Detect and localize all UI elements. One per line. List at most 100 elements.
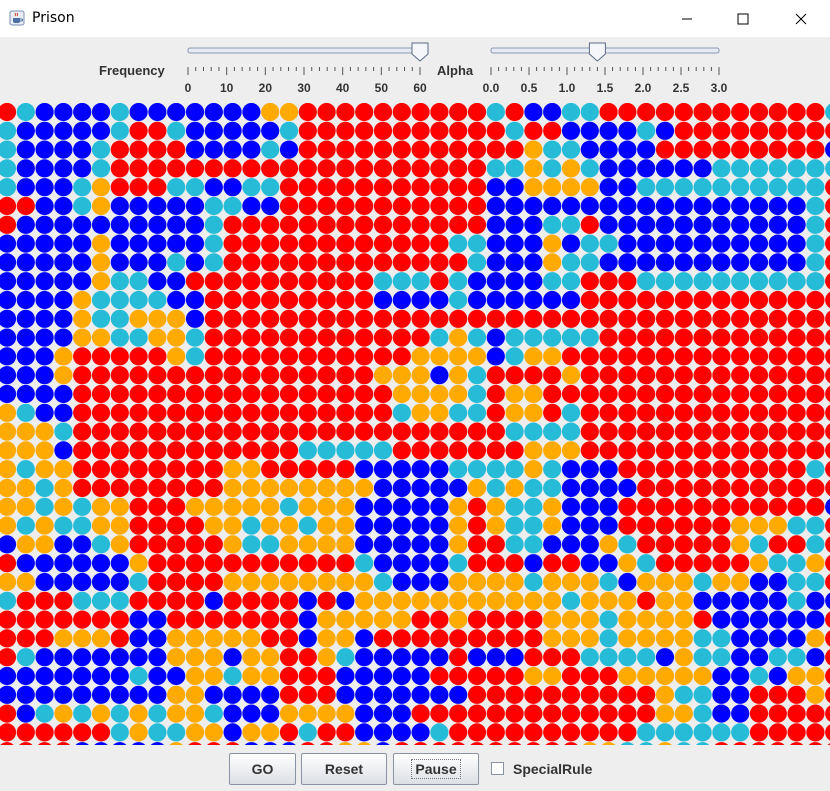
grid-cell: [336, 216, 354, 234]
grid-cell: [731, 723, 749, 741]
grid-cell: [675, 216, 693, 234]
grid-cell: [769, 385, 787, 403]
grid-cell: [261, 159, 279, 177]
grid-cell: [769, 648, 787, 666]
grid-cell: [430, 479, 448, 497]
grid-cell: [205, 535, 223, 553]
grid-cell: [73, 423, 91, 441]
grid-cell: [224, 479, 242, 497]
grid-cell: [36, 441, 54, 459]
grid-cell: [205, 178, 223, 196]
reset-button[interactable]: Reset: [301, 753, 387, 785]
pause-button[interactable]: Pause: [393, 753, 479, 785]
grid-cell: [280, 329, 298, 347]
grid-cell: [637, 366, 655, 384]
grid-cell: [412, 310, 430, 328]
grid-cell: [825, 479, 830, 497]
grid-cell: [299, 423, 317, 441]
grid-cell: [36, 554, 54, 572]
grid-cell: [806, 517, 824, 535]
grid-cell: [92, 291, 110, 309]
alpha-slider-thumb[interactable]: [589, 43, 605, 61]
grid-cell: [17, 423, 35, 441]
grid-cell: [0, 141, 16, 159]
grid-cell: [412, 253, 430, 271]
minimize-icon: [681, 13, 693, 25]
grid-cell: [280, 611, 298, 629]
grid-cell: [524, 648, 542, 666]
grid-cell: [111, 441, 129, 459]
grid-cell: [280, 573, 298, 591]
grid-cell: [393, 122, 411, 140]
grid-cell: [336, 723, 354, 741]
grid-cell: [280, 159, 298, 177]
grid-cell: [750, 253, 768, 271]
grid-cell: [806, 404, 824, 422]
minimize-button[interactable]: [664, 0, 710, 37]
grid-cell: [769, 517, 787, 535]
grid-cell: [17, 291, 35, 309]
grid-cell: [581, 291, 599, 309]
grid-cell: [299, 404, 317, 422]
grid-cell: [825, 197, 830, 215]
grid-cell: [468, 573, 486, 591]
grid-cell: [148, 423, 166, 441]
grid-cell: [111, 272, 129, 290]
grid-cell: [449, 103, 467, 121]
grid-cell: [261, 648, 279, 666]
grid-cell: [600, 178, 618, 196]
maximize-button[interactable]: [720, 0, 766, 37]
grid-cell: [430, 705, 448, 723]
frequency-slider-track[interactable]: [188, 48, 420, 53]
grid-cell: [299, 460, 317, 478]
grid-cell: [36, 329, 54, 347]
grid-cell: [825, 253, 830, 271]
grid-cell: [242, 441, 260, 459]
grid-cell: [505, 366, 523, 384]
grid-cell: [355, 385, 373, 403]
grid-cell: [712, 272, 730, 290]
grid-cell: [205, 686, 223, 704]
grid-cell: [487, 197, 505, 215]
grid-cell: [167, 705, 185, 723]
grid-cell: [769, 441, 787, 459]
grid-cell: [130, 498, 148, 516]
grid-cell: [430, 648, 448, 666]
grid-cell: [92, 498, 110, 516]
grid-cell: [111, 178, 129, 196]
grid-cell: [148, 460, 166, 478]
grid-cell: [505, 479, 523, 497]
close-button[interactable]: [778, 0, 824, 37]
grid-cell: [618, 686, 636, 704]
special-rule-checkbox[interactable]: [491, 762, 504, 775]
frequency-slider-thumb[interactable]: [412, 43, 428, 61]
grid-cell: [0, 291, 16, 309]
grid-cell: [788, 103, 806, 121]
frequency-slider[interactable]: [180, 37, 440, 81]
grid-cell: [336, 686, 354, 704]
grid-cell: [0, 554, 16, 572]
grid-cell: [148, 272, 166, 290]
grid-cell: [430, 723, 448, 741]
grid-cell: [130, 366, 148, 384]
grid-cell: [92, 329, 110, 347]
grid-cell: [524, 705, 542, 723]
grid-cell: [788, 648, 806, 666]
grid-cell: [750, 159, 768, 177]
grid-cell: [675, 648, 693, 666]
special-rule-label[interactable]: SpecialRule: [513, 761, 592, 777]
cell-grid: [0, 103, 830, 745]
grid-cell: [36, 573, 54, 591]
grid-cell: [73, 592, 91, 610]
grid-cell: [430, 159, 448, 177]
grid-cell: [505, 517, 523, 535]
grid-cell: [336, 122, 354, 140]
grid-cell: [694, 460, 712, 478]
grid-cell: [355, 723, 373, 741]
grid-cell: [618, 498, 636, 516]
grid-cell: [543, 573, 561, 591]
go-button[interactable]: GO: [229, 753, 296, 785]
grid-cell: [73, 498, 91, 516]
grid-cell: [468, 686, 486, 704]
alpha-slider[interactable]: [482, 37, 728, 81]
